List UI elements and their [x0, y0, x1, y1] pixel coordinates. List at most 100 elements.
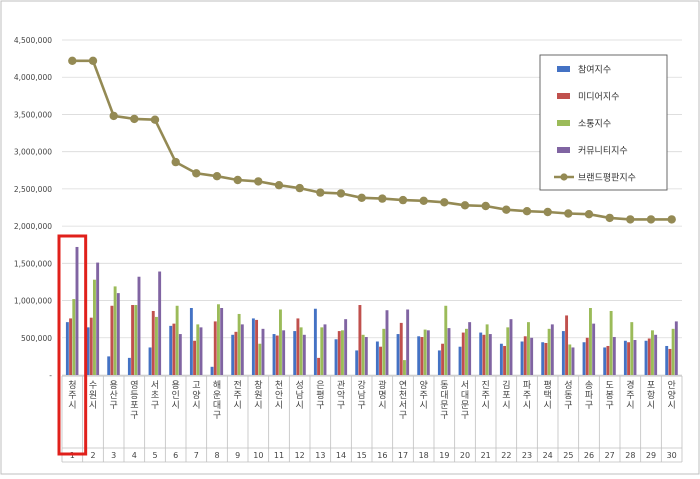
bar-미디어지수: [503, 345, 507, 375]
bar-소통지수: [93, 279, 96, 375]
bar-커뮤니티지수: [509, 319, 513, 375]
line-point: [584, 210, 594, 219]
bar-미디어지수: [337, 331, 341, 375]
bar-소통지수: [589, 308, 592, 375]
bar-참여지수: [189, 308, 193, 375]
bar-소통지수: [155, 316, 158, 375]
bar-미디어지수: [544, 342, 548, 375]
bar-참여지수: [355, 350, 359, 375]
line-point: [171, 157, 180, 167]
bar-참여지수: [231, 334, 235, 375]
bar-참여지수: [210, 366, 214, 375]
bar-참여지수: [313, 308, 317, 375]
bar-커뮤니티지수: [323, 324, 327, 375]
rank-label: 4: [132, 451, 137, 460]
bar-참여지수: [417, 336, 421, 375]
bar-미디어지수: [647, 338, 651, 375]
line-point: [502, 205, 511, 214]
bar-커뮤니티지수: [488, 334, 492, 375]
bar-소통지수: [527, 322, 530, 375]
bar-소통지수: [630, 322, 634, 375]
bar-소통지수: [72, 299, 76, 375]
bar-참여지수: [375, 341, 379, 375]
bar-미디어지수: [441, 343, 445, 375]
rank-label: 18: [419, 451, 429, 460]
line-point: [316, 188, 325, 197]
rank-label: 20: [460, 451, 470, 460]
legend-swatch: [557, 147, 570, 153]
rank-label: 22: [501, 451, 511, 460]
bar-커뮤니티지수: [158, 271, 162, 375]
line-point: [295, 183, 304, 193]
bar-참여지수: [334, 339, 338, 375]
line-point: [605, 213, 614, 223]
line-point: [192, 169, 201, 178]
bar-커뮤니티지수: [96, 262, 100, 375]
bar-커뮤니티지수: [426, 330, 430, 375]
bar-참여지수: [169, 325, 173, 375]
bar-참여지수: [437, 350, 441, 375]
bar-커뮤니티지수: [550, 324, 554, 375]
y-tick-label: 1,000,000: [14, 297, 52, 306]
bar-참여지수: [603, 347, 607, 375]
y-tick-label: 500,000: [21, 334, 52, 343]
bar-커뮤니티지수: [344, 319, 348, 375]
bar-참여지수: [396, 334, 400, 375]
bar-커뮤니티지수: [137, 276, 141, 375]
bar-소통지수: [175, 305, 179, 375]
bar-소통지수: [444, 305, 448, 375]
bar-미디어지수: [317, 357, 321, 375]
bar-참여지수: [623, 340, 627, 375]
bar-커뮤니티지수: [612, 337, 616, 375]
line-point: [522, 207, 532, 216]
line-point: [378, 194, 387, 203]
bar-미디어지수: [151, 310, 155, 375]
bar-참여지수: [107, 356, 111, 375]
bar-참여지수: [272, 334, 276, 375]
bar-소통지수: [382, 328, 386, 375]
bar-커뮤니티지수: [220, 308, 224, 375]
bar-참여지수: [644, 340, 648, 375]
bar-커뮤니티지수: [406, 309, 410, 375]
legend-label: 커뮤니티지수: [578, 146, 628, 157]
bar-미디어지수: [482, 334, 486, 375]
rank-label: 19: [439, 451, 449, 460]
y-tick-label: -: [49, 371, 52, 380]
bar-소통지수: [217, 304, 220, 375]
bar-미디어지수: [193, 340, 197, 375]
rank-label: 11: [274, 451, 284, 460]
bar-미디어지수: [255, 319, 259, 375]
y-tick-label: 2,500,000: [14, 185, 52, 194]
rank-label: 13: [315, 451, 325, 460]
bar-미디어지수: [565, 315, 569, 375]
bar-미디어지수: [172, 323, 176, 375]
bar-미디어지수: [110, 305, 114, 375]
bar-미디어지수: [461, 332, 465, 375]
legend-swatch-marker: [560, 173, 568, 181]
rank-label: 14: [336, 451, 346, 460]
line-point: [88, 56, 98, 65]
rank-label: 7: [194, 451, 199, 460]
bar-커뮤니티지수: [592, 323, 596, 375]
bar-커뮤니티지수: [178, 334, 182, 375]
bar-소통지수: [465, 328, 468, 375]
bar-미디어지수: [131, 305, 135, 375]
bar-소통지수: [423, 329, 427, 375]
bar-커뮤니티지수: [654, 334, 658, 375]
bar-미디어지수: [606, 345, 610, 375]
rank-label: 23: [522, 451, 532, 460]
line-point: [481, 201, 490, 211]
rank-label: 27: [605, 451, 615, 460]
bar-참여지수: [499, 343, 503, 375]
